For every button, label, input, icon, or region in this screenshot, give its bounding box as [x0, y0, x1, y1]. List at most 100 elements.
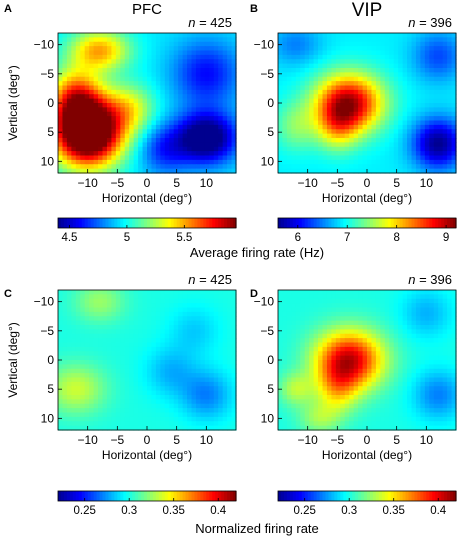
heatmap-cell: [103, 72, 108, 77]
heatmap-cell: [151, 395, 156, 400]
heatmap-cell: [223, 329, 228, 334]
heatmap-cell: [376, 94, 381, 99]
heatmap-cell: [138, 55, 143, 60]
heatmap-cell: [209, 142, 214, 147]
heatmap-cell: [429, 77, 434, 82]
heatmap-cell: [367, 338, 372, 343]
heatmap-cell: [227, 156, 232, 161]
heatmap-cell: [134, 37, 139, 42]
heatmap-cell: [403, 395, 408, 400]
heatmap-cell: [174, 417, 179, 422]
heatmap-cell: [323, 156, 328, 161]
heatmap-cell: [287, 338, 292, 343]
heatmap-cell: [438, 369, 443, 374]
heatmap-cell: [76, 68, 81, 73]
heatmap-cell: [218, 325, 223, 330]
heatmap-cell: [169, 308, 174, 313]
heatmap-cell: [209, 413, 214, 418]
heatmap-cell: [67, 86, 72, 91]
heatmap-cell: [192, 395, 197, 400]
heatmap-cell: [340, 364, 345, 369]
heatmap-cell: [129, 55, 134, 60]
x-tick-label: 10: [420, 176, 434, 190]
heatmap-cell: [156, 373, 161, 378]
heatmap-cell: [354, 59, 359, 64]
heatmap-cell: [340, 312, 345, 317]
heatmap-cell: [314, 364, 319, 369]
heatmap-cell: [367, 51, 372, 56]
heatmap-cell: [380, 116, 385, 121]
heatmap-cell: [111, 329, 116, 334]
heatmap-cell: [192, 373, 197, 378]
heatmap-cell: [205, 347, 210, 352]
heatmap-cell: [358, 356, 363, 361]
heatmap-cell: [58, 364, 63, 369]
heatmap-cell: [331, 325, 336, 330]
heatmap-cell: [67, 112, 72, 117]
heatmap-cell: [331, 42, 336, 47]
x-tick-label: −10: [297, 176, 318, 190]
heatmap-cell: [305, 294, 310, 299]
heatmap-cell: [363, 373, 368, 378]
heatmap-cell: [187, 404, 192, 409]
heatmap-cell: [429, 142, 434, 147]
heatmap-cell: [111, 42, 116, 47]
heatmap-cell: [223, 312, 228, 317]
heatmap-cell: [200, 417, 205, 422]
heatmap-cell: [358, 33, 363, 38]
heatmap-cell: [309, 107, 314, 112]
heatmap-cell: [376, 399, 381, 404]
heatmap-cell: [183, 325, 188, 330]
heatmap-cell: [300, 308, 305, 313]
heatmap-cell: [200, 343, 205, 348]
heatmap-cell: [291, 338, 296, 343]
heatmap-cell: [89, 351, 94, 356]
heatmap-cell: [291, 90, 296, 95]
heatmap-cell: [85, 125, 90, 130]
heatmap-cell: [160, 294, 165, 299]
heatmap-cell: [67, 343, 72, 348]
heatmap-cell: [327, 334, 332, 339]
heatmap-cell: [187, 325, 192, 330]
heatmap-cell: [336, 395, 341, 400]
heatmap-cell: [138, 37, 143, 42]
heatmap-cell: [287, 325, 292, 330]
heatmap-cell: [218, 351, 223, 356]
heatmap-cell: [354, 299, 359, 304]
heatmap-cell: [138, 391, 143, 396]
heatmap-cell: [85, 308, 90, 313]
heatmap-cell: [223, 55, 228, 60]
heatmap-cell: [125, 129, 130, 134]
heatmap-cell: [447, 391, 452, 396]
heatmap-cell: [85, 37, 90, 42]
heatmap-cell: [111, 121, 116, 126]
heatmap-cell: [196, 404, 201, 409]
heatmap-cell: [291, 316, 296, 321]
heatmap-cell: [389, 395, 394, 400]
heatmap-cell: [138, 299, 143, 304]
heatmap-cell: [67, 294, 72, 299]
heatmap-cell: [116, 325, 121, 330]
heatmap-cell: [169, 356, 174, 361]
heatmap-cell: [218, 364, 223, 369]
heatmap-cell: [223, 112, 228, 117]
heatmap-cell: [58, 156, 63, 161]
heatmap-cell: [196, 134, 201, 139]
heatmap-cell: [223, 81, 228, 86]
heatmap-cell: [183, 125, 188, 130]
heatmap-cell: [205, 395, 210, 400]
heatmap-cell: [318, 312, 323, 317]
heatmap-cell: [143, 321, 148, 326]
heatmap-cell: [323, 68, 328, 73]
heatmap-cell: [165, 321, 170, 326]
heatmap-cell: [296, 103, 301, 108]
heatmap-cell: [416, 33, 421, 38]
heatmap-cell: [309, 160, 314, 165]
heatmap-cell: [62, 81, 67, 86]
heatmap-cell: [156, 90, 161, 95]
heatmap-cell: [76, 303, 81, 308]
heatmap-cell: [354, 334, 359, 339]
heatmap-cell: [147, 321, 152, 326]
heatmap-cell: [205, 386, 210, 391]
